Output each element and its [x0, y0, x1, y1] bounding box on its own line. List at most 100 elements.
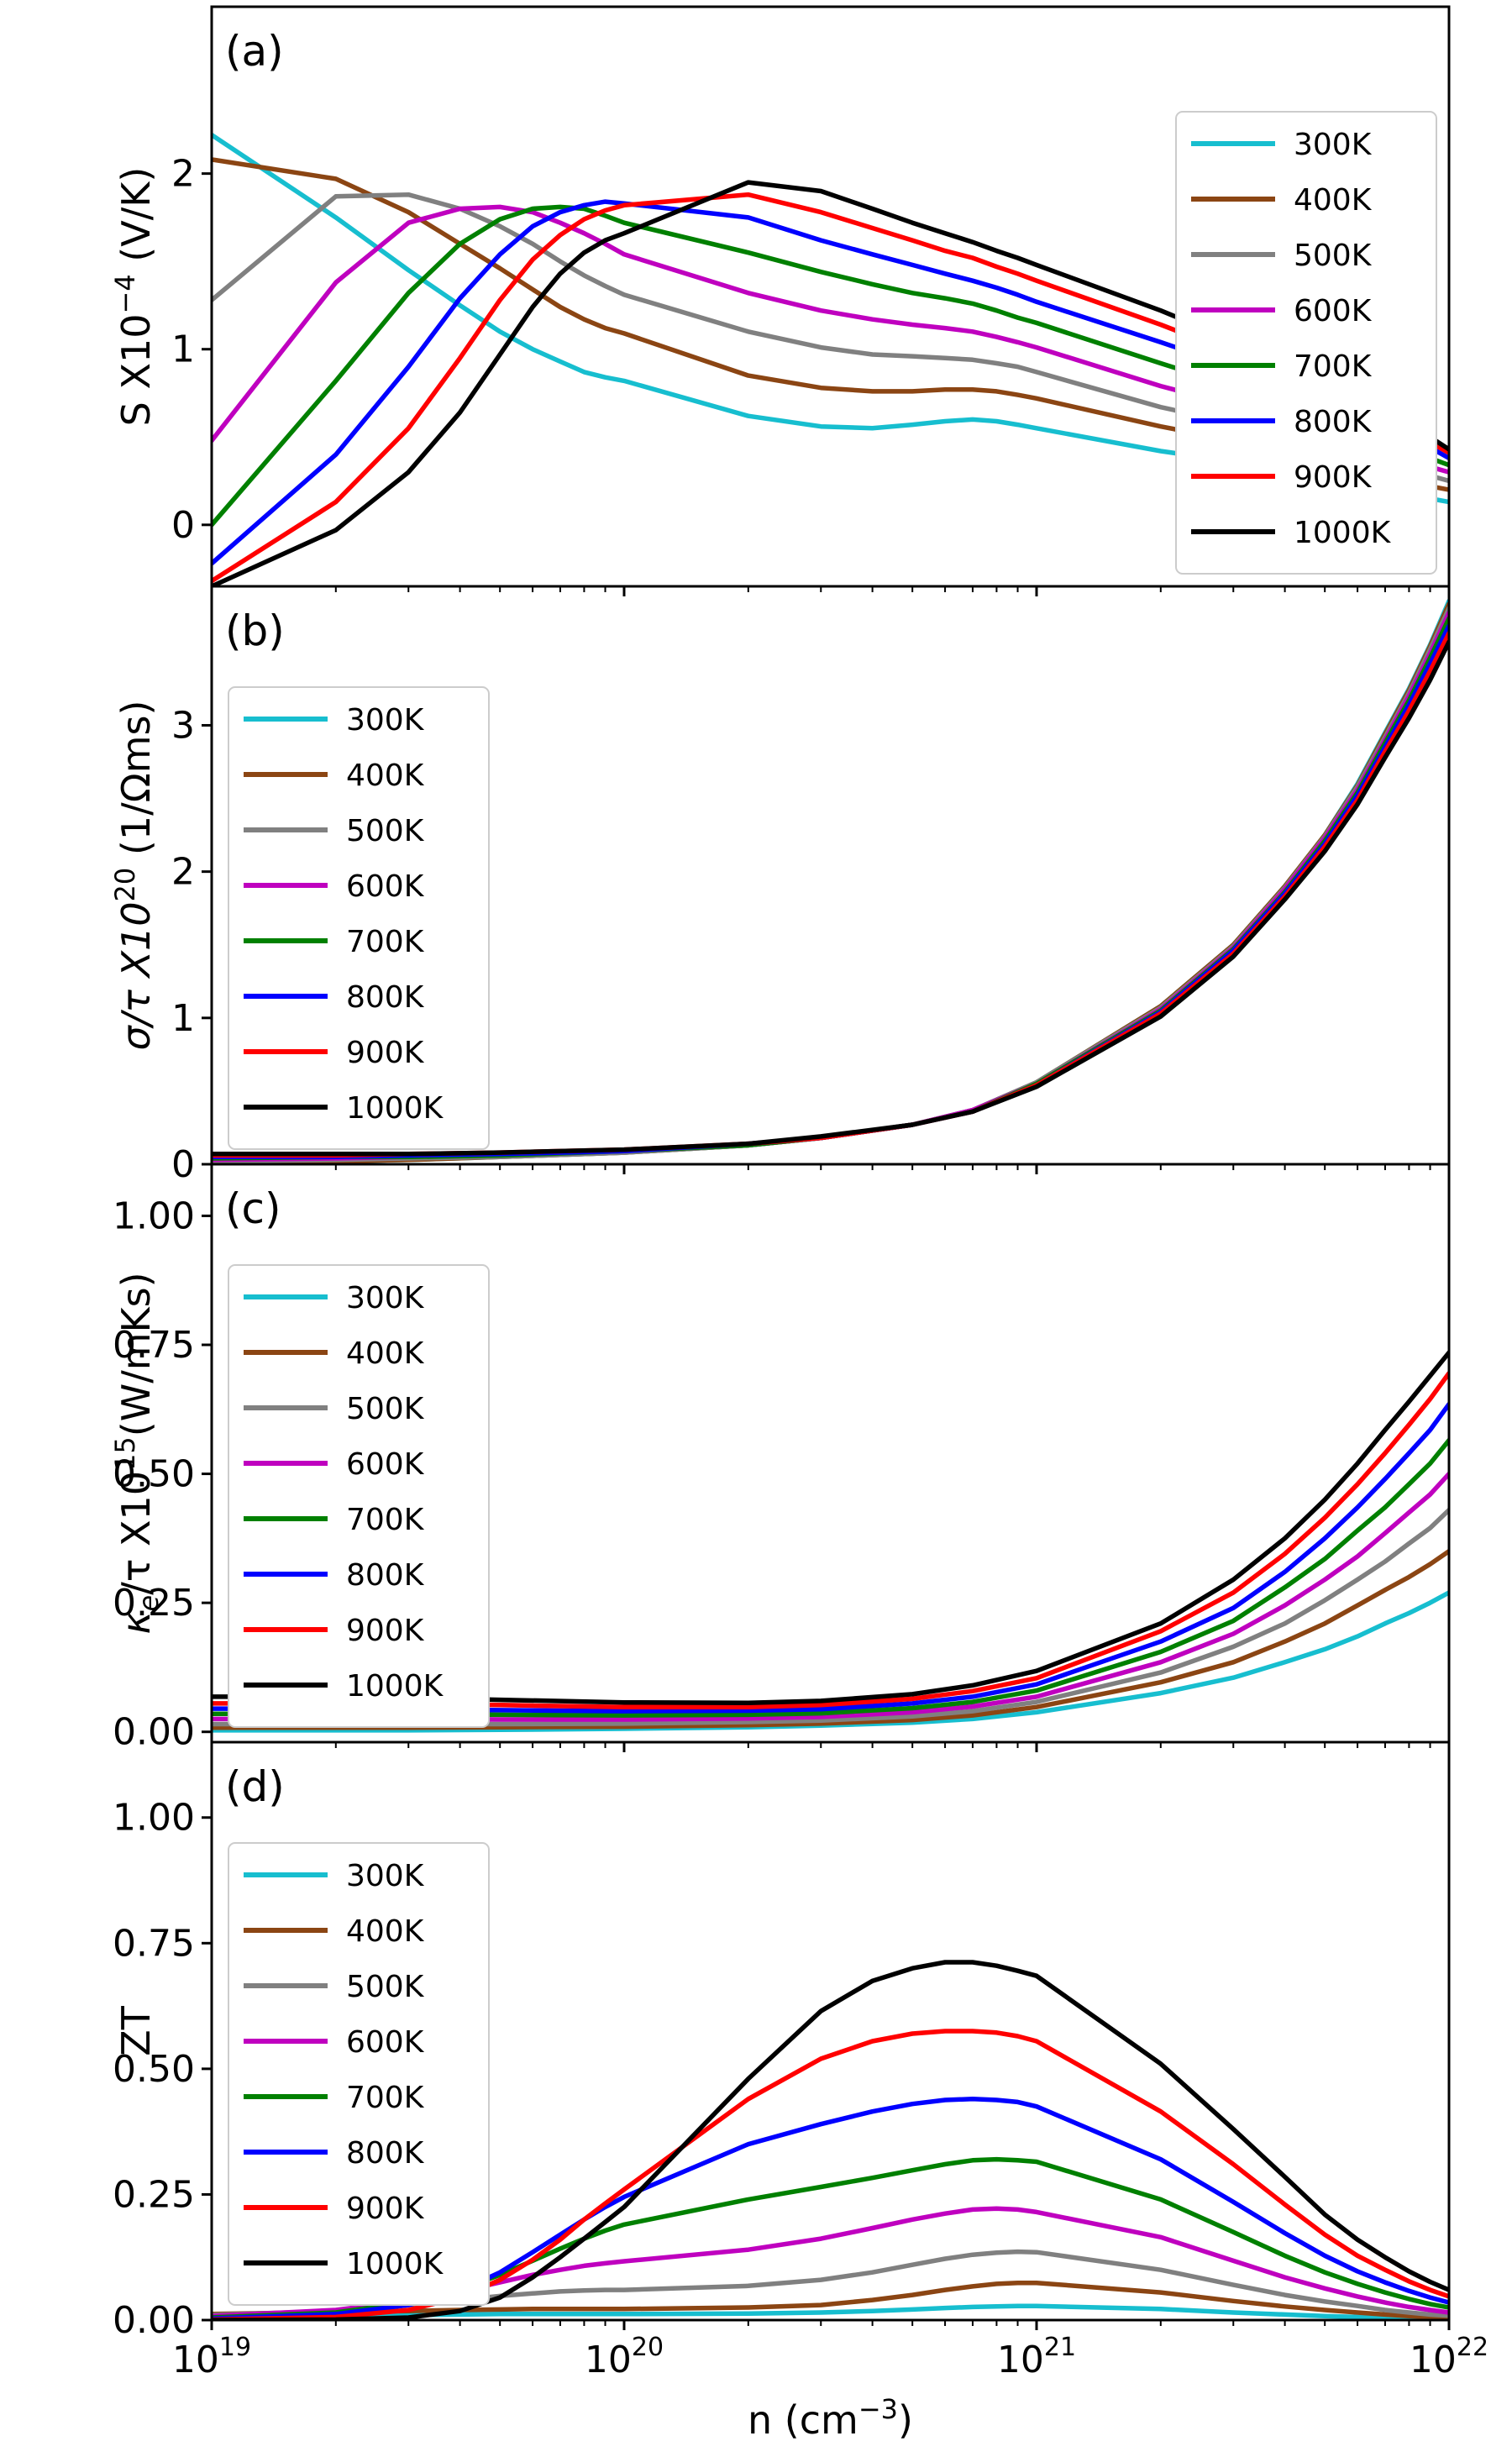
y-tick-label: 1.00	[113, 1194, 195, 1237]
x-tick-base: 10	[585, 2339, 632, 2381]
legend-label-300K: 300K	[346, 1281, 425, 1315]
series-line-800K	[212, 1401, 1449, 1714]
legend-box	[1175, 111, 1437, 575]
panel-b: 0 1 2 3 (b) σ/τ X1020 (1/Ωms) 300K 400K 500K 600K…	[109, 585, 1451, 1186]
legend-box	[228, 1264, 490, 1728]
legend-label-700K: 700K	[346, 925, 425, 959]
x-tick-base: 10	[997, 2339, 1044, 2381]
y-label-part: ZT	[113, 2005, 159, 2056]
legend: 300K 400K 500K 600K 700K 800K 900K 1000K	[228, 1842, 490, 2306]
x-label-end: )	[898, 2397, 913, 2443]
y-label-unit: (W/mKs)	[113, 1272, 159, 1436]
x-tick-label: 1020	[585, 2333, 664, 2381]
y-tick-label: 0.50	[113, 2048, 195, 2091]
x-label-sup: −3	[858, 2393, 898, 2425]
legend-label-1000K: 1000K	[346, 1669, 444, 1704]
series-group	[212, 1350, 1449, 1733]
legend-label-700K: 700K	[1294, 349, 1373, 384]
legend-box	[228, 686, 490, 1150]
legend-label-1000K: 1000K	[346, 2247, 444, 2281]
legend-label-600K: 600K	[346, 2025, 425, 2060]
x-label-part: n (cm	[748, 2397, 858, 2443]
y-axis-label: σ/τ X1020 (1/Ωms)	[109, 701, 159, 1051]
legend: 300K 400K 500K 600K 700K 800K 900K 1000K	[228, 686, 490, 1150]
legend-label-600K: 600K	[346, 1447, 425, 1482]
x-tick-base: 10	[1410, 2339, 1457, 2381]
series-line-300K	[212, 1590, 1449, 1733]
y-label-sub: e	[133, 1595, 165, 1612]
legend-label-500K: 500K	[1294, 239, 1373, 273]
legend-label-1000K: 1000K	[346, 1091, 444, 1126]
series-line-900K	[212, 2029, 1449, 2320]
series-line-1000K	[212, 639, 1449, 1157]
panel-a: 0 1 2 (a) S X10−4 (V/K) 300K 400K 500K 600K 700K 8…	[109, 5, 1451, 596]
legend-label-1000K: 1000K	[1294, 516, 1392, 550]
series-group	[212, 1960, 1449, 2320]
legend-label-900K: 900K	[1294, 460, 1373, 495]
y-tick-label: 1	[171, 997, 195, 1040]
x-tick-exp: 20	[632, 2333, 664, 2362]
y-tick-label: 0.00	[113, 2299, 195, 2342]
y-tick-label: 0.25	[113, 1582, 195, 1625]
legend-label-400K: 400K	[346, 1914, 425, 1949]
legend: 300K 400K 500K 600K 700K 800K 900K 1000K	[1175, 111, 1437, 575]
y-tick-label: 0	[171, 1143, 195, 1186]
legend-label-600K: 600K	[1294, 294, 1373, 328]
y-tick-label: 1.00	[113, 1797, 195, 1840]
legend-label-700K: 700K	[346, 2081, 425, 2115]
panel-d: 0.00 0.25 0.50 0.75 1.00 (d) ZT 300K 400K 500K 600…	[113, 1740, 1488, 2443]
series-line-600K	[212, 1471, 1449, 1722]
series-line-500K	[212, 1507, 1449, 1727]
y-tick-label: 3	[171, 704, 195, 747]
y-label-sup: 20	[109, 868, 141, 902]
y-label-sup: −4	[109, 274, 141, 313]
series-line-700K	[212, 1437, 1449, 1718]
y-tick-label: 0.75	[113, 1922, 195, 1965]
y-tick-label: 1	[171, 328, 195, 371]
series-line-400K	[212, 1548, 1449, 1730]
legend-label-500K: 500K	[346, 1970, 425, 2004]
y-label-part: σ/τ X10	[113, 901, 159, 1050]
x-tick-exp: 21	[1044, 2333, 1076, 2362]
legend-label-700K: 700K	[346, 1503, 425, 1537]
legend: 300K 400K 500K 600K 700K 800K 900K 1000K	[228, 1264, 490, 1728]
series-group	[212, 598, 1449, 1164]
x-tick-label: 1022	[1410, 2333, 1488, 2381]
legend-label-300K: 300K	[346, 703, 425, 738]
y-tick-label: 0.50	[113, 1453, 195, 1496]
y-label-unit: (V/K)	[113, 167, 159, 275]
series-line-300K	[212, 2303, 1449, 2320]
series-line-800K	[212, 2097, 1449, 2320]
panel-label: (c)	[225, 1184, 281, 1233]
legend-label-500K: 500K	[346, 1392, 425, 1426]
series-line-900K	[212, 1371, 1449, 1709]
legend-label-900K: 900K	[346, 2192, 425, 2226]
series-line-1000K	[212, 1960, 1449, 2320]
y-label-sup: 15	[109, 1436, 141, 1471]
y-label-part: /τ X10	[113, 1471, 159, 1595]
y-label-part: S X10	[113, 313, 159, 426]
x-tick-exp: 22	[1457, 2333, 1488, 2362]
panel-label: (b)	[225, 606, 285, 655]
y-label-part: κ	[113, 1611, 159, 1634]
panel-label: (a)	[225, 27, 284, 76]
series-line-500K	[212, 2249, 1449, 2318]
y-tick-label: 2	[171, 153, 195, 196]
legend-label-600K: 600K	[346, 869, 425, 904]
legend-label-400K: 400K	[346, 1336, 425, 1371]
legend-label-800K: 800K	[1294, 405, 1373, 439]
y-tick-label: 0	[171, 504, 195, 547]
legend-label-300K: 300K	[1294, 128, 1373, 162]
x-tick-exp: 19	[219, 2333, 251, 2362]
y-label-unit: (1/Ωms)	[113, 701, 159, 868]
legend-label-300K: 300K	[346, 1859, 425, 1893]
y-axis-label: ZT	[113, 2005, 159, 2056]
legend-label-800K: 800K	[346, 980, 425, 1015]
y-tick-label: 0.00	[113, 1711, 195, 1754]
series-line-400K	[212, 2280, 1449, 2320]
legend-label-400K: 400K	[346, 759, 425, 793]
panel-c: 0.00 0.25 0.50 0.75 1.00 (c) κe/τ X1015(W/mKs)…	[109, 1163, 1451, 1754]
y-axis-label: S X10−4 (V/K)	[109, 167, 159, 427]
y-tick-label: 0.25	[113, 2173, 195, 2216]
